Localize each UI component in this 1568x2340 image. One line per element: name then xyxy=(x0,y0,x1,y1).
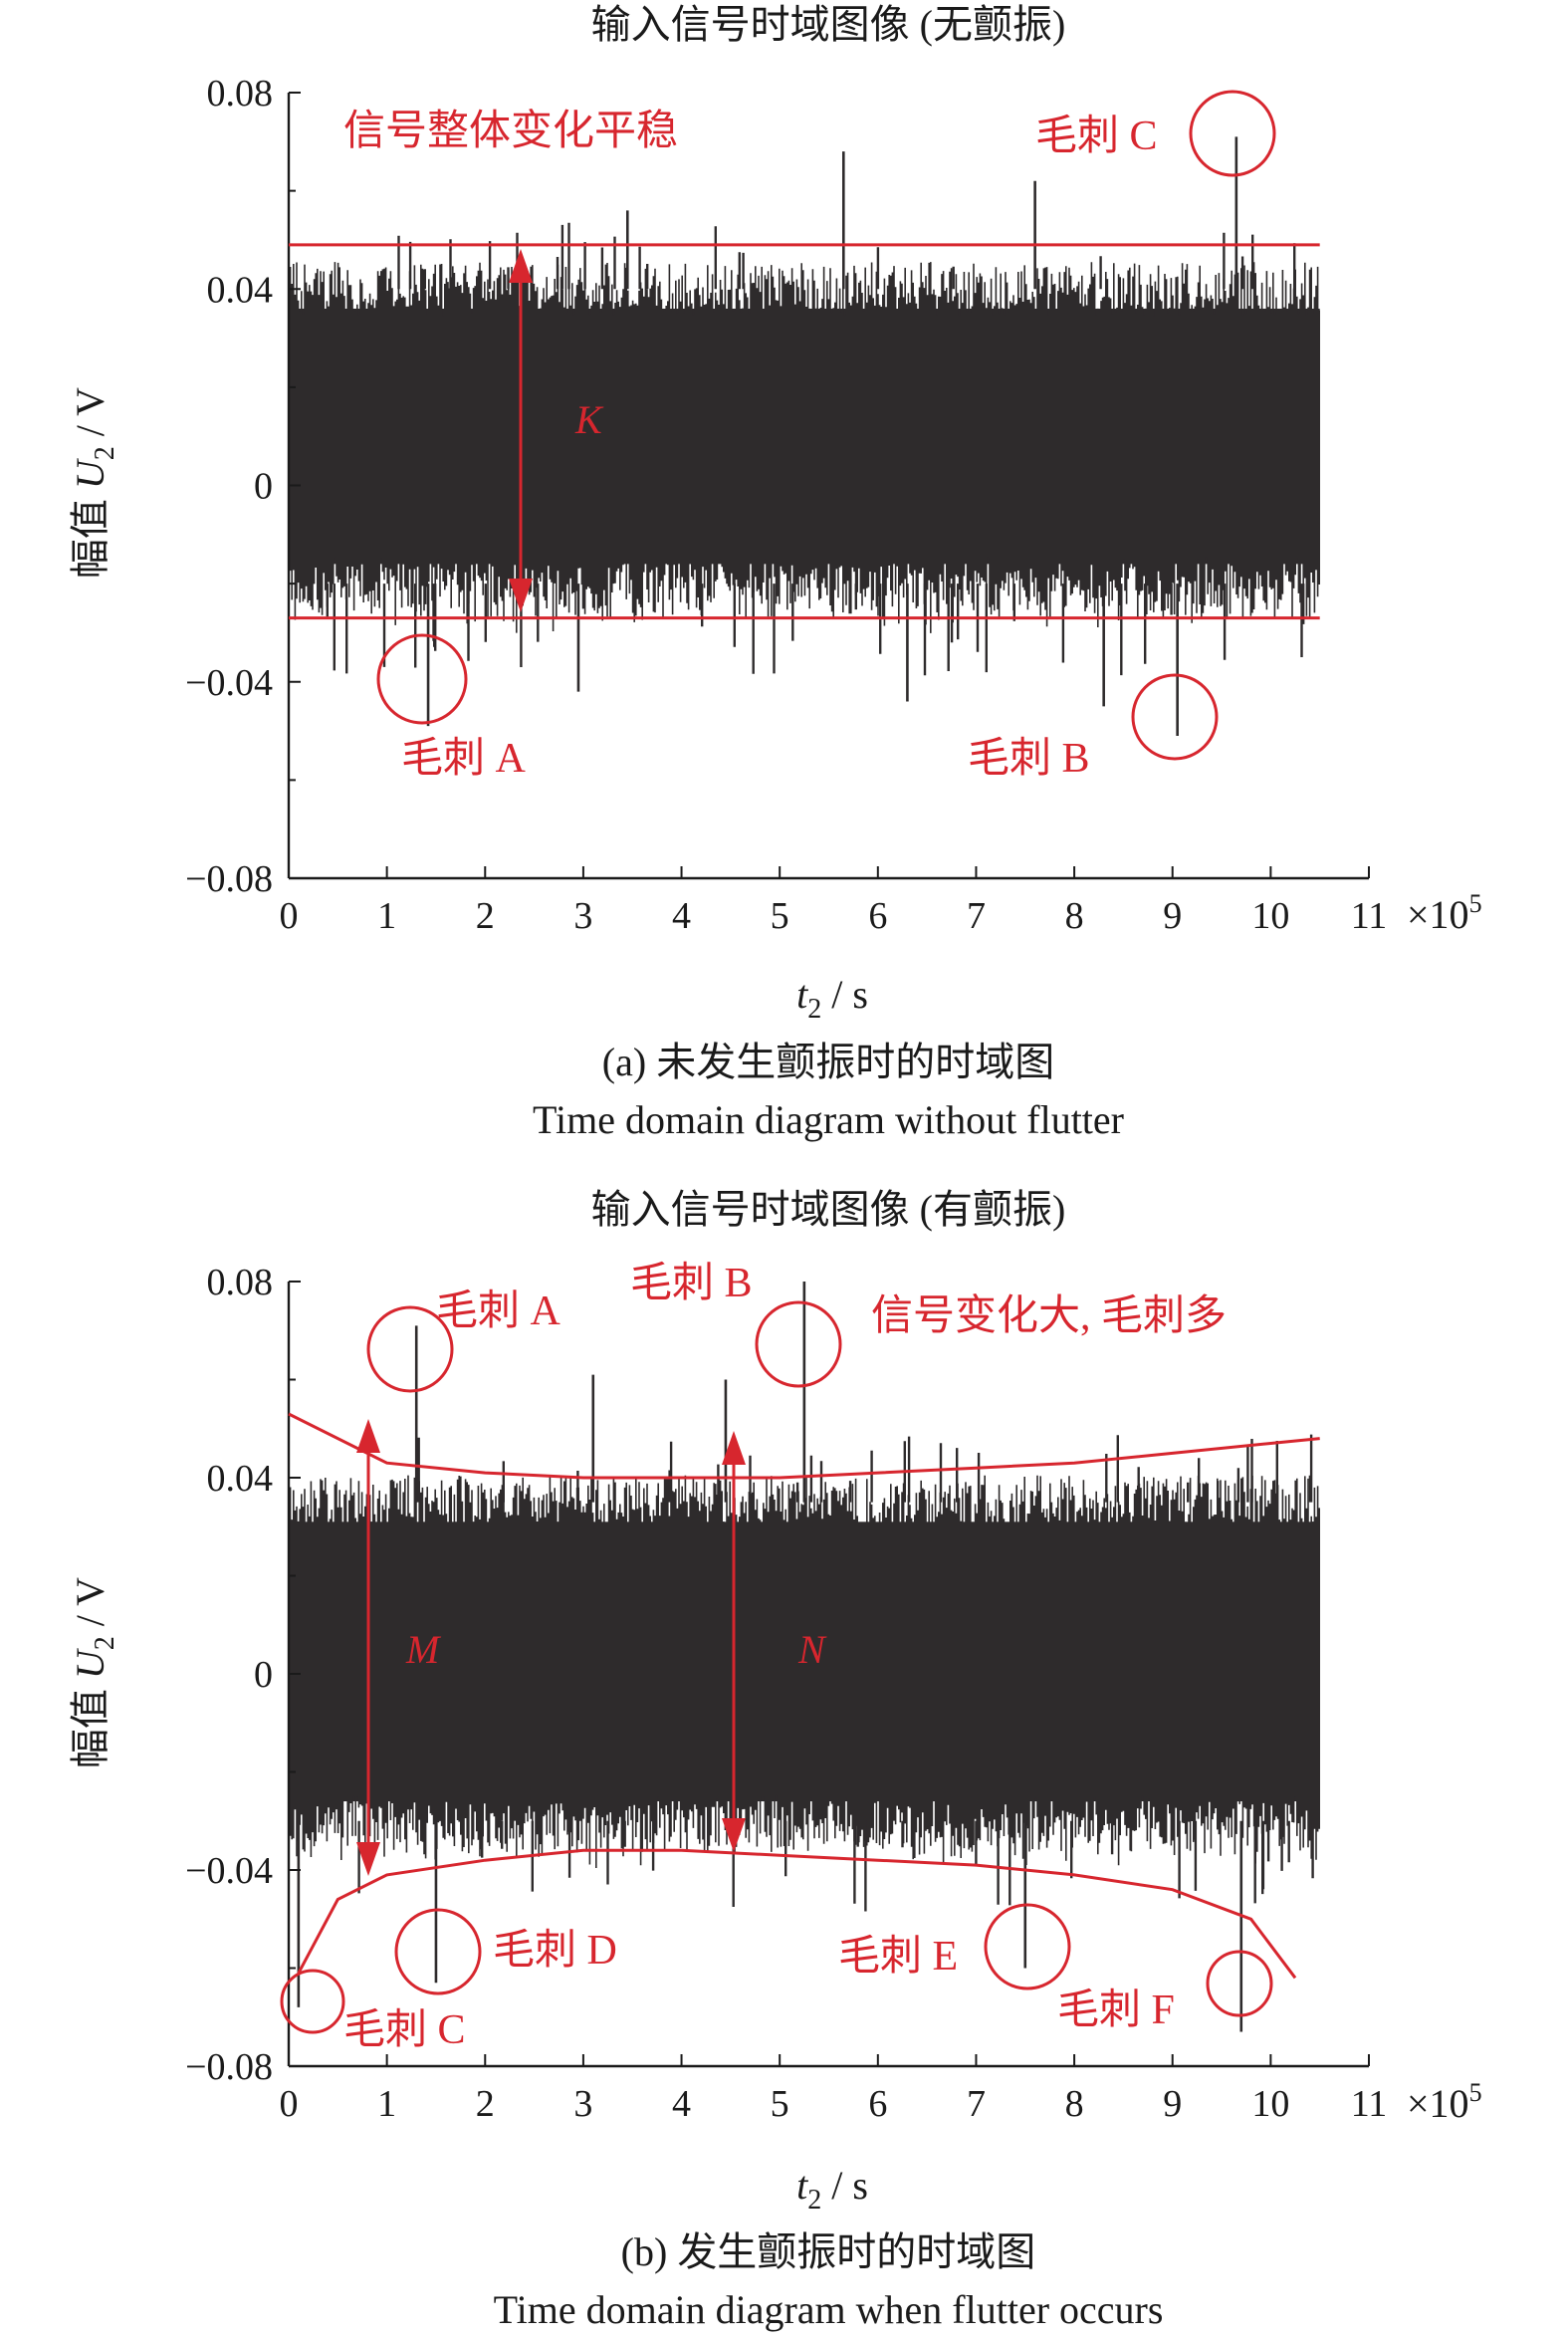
y-tick-label: 0.08 xyxy=(207,73,274,115)
x-tick-label: 6 xyxy=(868,2083,887,2125)
spike-circle-c xyxy=(1189,90,1276,177)
x-tick-label: 9 xyxy=(1163,2083,1182,2125)
x-tick-label: 9 xyxy=(1163,895,1182,937)
x-tick-label: 4 xyxy=(672,2083,691,2125)
signal-trace xyxy=(288,222,1320,676)
arrow-head-up xyxy=(509,249,533,283)
caption-cn: (a) 未发生颤振时的时域图 xyxy=(602,1040,1054,1084)
y-tick-label: 0 xyxy=(254,466,273,508)
arrow-head-down xyxy=(356,1842,380,1876)
spike-label-a: 毛刺 A xyxy=(436,1288,561,1334)
axis-ticks: 0 1 2 3 4 5 6 7 8 9 10 11 0.08 0.04 0 −0.04 −0.08 xyxy=(185,73,1387,937)
chart-panel-b: 输入信号时域图像 (有颤振) 0 1 2 3 4 5 6 7 8 9 10 110.080.040−0… xyxy=(68,1187,1482,2332)
x-multiplier: ×105 xyxy=(1407,2078,1482,2126)
lower-envelope-curve xyxy=(297,1848,1297,1980)
x-tick-label: 1 xyxy=(377,895,396,937)
x-tick-label: 10 xyxy=(1251,895,1289,937)
spike-label-c: 毛刺 C xyxy=(1035,114,1158,159)
spike-circle-b xyxy=(1131,673,1219,761)
y-tick-label: −0.08 xyxy=(185,858,273,900)
signal-trace xyxy=(288,1434,1320,1912)
y-axis-label: 幅值 U2 / V xyxy=(68,1577,120,1768)
spike-circle-a xyxy=(366,1305,454,1393)
signal-minor-spikes xyxy=(326,222,1305,676)
x-tick-label: 2 xyxy=(476,895,495,937)
spike-label-c: 毛刺 C xyxy=(343,2007,466,2053)
x-tick-label: 3 xyxy=(573,2083,592,2125)
x-tick-label: 6 xyxy=(868,895,887,937)
x-tick-label: 0 xyxy=(280,895,299,937)
spike-label-d: 毛刺 D xyxy=(493,1928,617,1974)
spike-label-b: 毛刺 B xyxy=(968,736,1090,782)
band-label-k: K xyxy=(574,397,604,442)
band-label-m: M xyxy=(405,1627,442,1672)
x-tick-label: 0 xyxy=(280,2083,299,2125)
x-multiplier: ×105 xyxy=(1407,889,1482,937)
spike-circle-c xyxy=(280,1969,345,2034)
y-tick-label: −0.04 xyxy=(185,1850,273,1892)
x-tick-label: 1 xyxy=(377,2083,396,2125)
chart-panel-a: 输入信号时域图像 (无颤振) 0 1 2 3 4 5 6 7 8 9 10 110.080.040−0… xyxy=(68,2,1482,1142)
caption-en: Time domain diagram when flutter occurs xyxy=(494,2287,1164,2332)
axis-ticks: 0 1 2 3 4 5 6 7 8 9 10 11 0.08 0.04 0 −0.04 −0.08 xyxy=(185,1262,1387,2125)
signal-spikes xyxy=(297,1282,1243,2032)
x-tick-label: 2 xyxy=(476,2083,495,2125)
arrow-head-up xyxy=(722,1431,746,1465)
y-tick-label: 0.08 xyxy=(207,1262,274,1303)
x-tick-label: 5 xyxy=(771,2083,789,2125)
y-axis-label: 幅值 U2 / V xyxy=(68,387,120,579)
arrow-head-down xyxy=(509,579,533,612)
caption-cn: (b) 发生颤振时的时域图 xyxy=(621,2229,1036,2274)
x-tick-label: 11 xyxy=(1351,2083,1388,2125)
spike-label-e: 毛刺 E xyxy=(838,1934,958,1980)
upper-envelope-curve xyxy=(288,1412,1320,1480)
x-tick-label: 4 xyxy=(672,895,691,937)
spike-circle-a xyxy=(376,633,468,725)
y-tick-label: −0.04 xyxy=(185,662,273,704)
spike-label-a: 毛刺 A xyxy=(401,736,527,782)
x-axis-label: t2 / s xyxy=(796,2163,868,2216)
chart-title: 输入信号时域图像 (有颤振) xyxy=(591,1187,1066,1232)
x-tick-label: 7 xyxy=(967,895,986,937)
signal-spikes xyxy=(426,136,1238,736)
spike-circle-b xyxy=(755,1300,842,1388)
arrow-head-down xyxy=(722,1818,746,1852)
band-label-n: N xyxy=(797,1627,827,1672)
x-tick-label: 8 xyxy=(1065,2083,1084,2125)
y-tick-label: −0.08 xyxy=(185,2046,273,2088)
headline-annotation: 信号变化大, 毛刺多 xyxy=(871,1292,1227,1339)
x-tick-label: 5 xyxy=(771,895,789,937)
y-tick-label: 0.04 xyxy=(207,269,274,311)
x-tick-label: 10 xyxy=(1251,2083,1289,2125)
x-tick-label: 7 xyxy=(967,2083,986,2125)
signal-fringe xyxy=(288,262,1320,633)
x-axis-label: t2 / s xyxy=(796,972,868,1025)
spike-circle-f xyxy=(1206,1950,1273,2017)
x-tick-label: 8 xyxy=(1065,895,1084,937)
caption-en: Time domain diagram without flutter xyxy=(533,1097,1124,1142)
spike-label-b: 毛刺 B xyxy=(630,1261,753,1306)
spike-circle-e xyxy=(984,1903,1071,1990)
y-tick-label: 0.04 xyxy=(207,1458,274,1500)
spike-circle-d xyxy=(394,1908,482,1995)
x-tick-label: 3 xyxy=(573,895,592,937)
arrow-head-up xyxy=(356,1419,380,1453)
x-tick-label: 11 xyxy=(1351,895,1388,937)
spike-label-f: 毛刺 F xyxy=(1057,1988,1175,2033)
y-tick-label: 0 xyxy=(254,1654,273,1696)
chart-title: 输入信号时域图像 (无颤振) xyxy=(591,2,1066,47)
headline-annotation: 信号整体变化平稳 xyxy=(343,108,678,154)
